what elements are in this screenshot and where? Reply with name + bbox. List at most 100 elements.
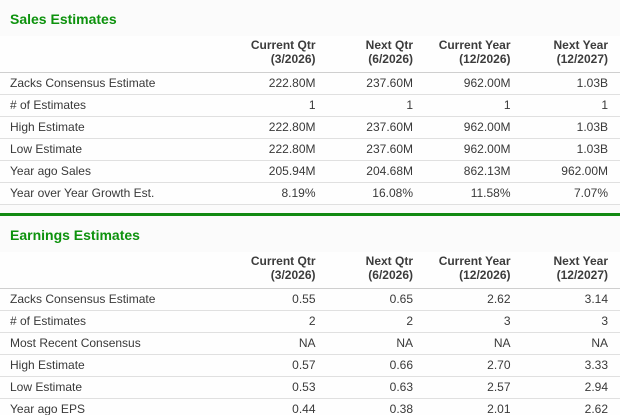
- cell-value: 1.03B: [522, 138, 620, 161]
- cell-value: 0.53: [230, 376, 328, 399]
- cell-value: 11.58%: [425, 182, 523, 205]
- column-header: Current Year (12/2026): [425, 252, 523, 289]
- cell-value: 2.70: [425, 354, 523, 377]
- table-row: Year over Year Growth Est. 8.19% 16.08% 11.…: [0, 182, 620, 205]
- cell-value: NA: [425, 332, 523, 355]
- column-header-period: Current Qtr: [250, 254, 316, 268]
- earnings-estimates-title: Earnings Estimates: [10, 227, 140, 243]
- column-header-period: Current Year: [438, 38, 511, 52]
- cell-value: 237.60M: [327, 116, 425, 139]
- cell-value: 0.63: [327, 376, 425, 399]
- column-header-date: (12/2027): [556, 52, 608, 66]
- column-header-period: Next Qtr: [365, 254, 413, 268]
- column-header: Current Year (12/2026): [425, 36, 523, 73]
- column-header: Next Year (12/2027): [522, 252, 620, 289]
- label-column-header: [0, 36, 230, 73]
- column-header-date: (6/2026): [368, 52, 413, 66]
- table-row: High Estimate 0.57 0.66 2.70 3.33: [0, 354, 620, 377]
- cell-value: 1: [230, 94, 328, 117]
- cell-value: 2: [327, 310, 425, 333]
- table-row: Year ago EPS 0.44 0.38 2.01 2.62: [0, 398, 620, 415]
- row-label: Zacks Consensus Estimate: [0, 288, 230, 311]
- cell-value: 962.00M: [425, 138, 523, 161]
- row-label: Year over Year Growth Est.: [0, 182, 230, 205]
- cell-value: 0.55: [230, 288, 328, 311]
- earnings-estimates-table: Current Qtr (3/2026) Next Qtr (6/2026) Curre…: [0, 252, 620, 415]
- row-label: # of Estimates: [0, 94, 230, 117]
- row-label: Most Recent Consensus: [0, 332, 230, 355]
- sales-estimates-title: Sales Estimates: [10, 11, 117, 27]
- table-row: Zacks Consensus Estimate 222.80M 237.60M 96…: [0, 72, 620, 95]
- cell-value: 8.19%: [230, 182, 328, 205]
- row-label: Year ago EPS: [0, 398, 230, 415]
- column-header-row: Current Qtr (3/2026) Next Qtr (6/2026) Curre…: [0, 252, 620, 289]
- column-header: Current Qtr (3/2026): [230, 36, 328, 73]
- row-label: Zacks Consensus Estimate: [0, 72, 230, 95]
- cell-value: 1: [425, 94, 523, 117]
- cell-value: 16.08%: [327, 182, 425, 205]
- column-header-period: Next Year: [553, 38, 609, 52]
- column-header: Next Year (12/2027): [522, 36, 620, 73]
- sales-estimates-table: Current Qtr (3/2026) Next Qtr (6/2026) Curre…: [0, 36, 620, 205]
- cell-value: 0.57: [230, 354, 328, 377]
- column-header-period: Next Year: [553, 254, 609, 268]
- row-label: Low Estimate: [0, 376, 230, 399]
- label-column-header: [0, 252, 230, 289]
- column-header-date: (6/2026): [368, 268, 413, 282]
- column-header-date: (12/2026): [459, 268, 511, 282]
- row-label: Low Estimate: [0, 138, 230, 161]
- cell-value: 3.33: [522, 354, 620, 377]
- cell-value: 222.80M: [230, 138, 328, 161]
- cell-value: 2.57: [425, 376, 523, 399]
- row-label: Year ago Sales: [0, 160, 230, 183]
- cell-value: 2.94: [522, 376, 620, 399]
- cell-value: 2.62: [522, 398, 620, 415]
- column-header-period: Next Qtr: [365, 38, 413, 52]
- cell-value: 0.38: [327, 398, 425, 415]
- column-header-period: Current Year: [438, 254, 511, 268]
- table-row: # of Estimates 1 1 1 1: [0, 94, 620, 117]
- cell-value: 3.14: [522, 288, 620, 311]
- cell-value: NA: [327, 332, 425, 355]
- cell-value: 205.94M: [230, 160, 328, 183]
- cell-value: 1.03B: [522, 116, 620, 139]
- table-row: Low Estimate 0.53 0.63 2.57 2.94: [0, 376, 620, 399]
- cell-value: 962.00M: [522, 160, 620, 183]
- cell-value: 2.01: [425, 398, 523, 415]
- cell-value: NA: [522, 332, 620, 355]
- cell-value: 1.03B: [522, 72, 620, 95]
- table-row: # of Estimates 2 2 3 3: [0, 310, 620, 333]
- cell-value: 7.07%: [522, 182, 620, 205]
- row-label: High Estimate: [0, 354, 230, 377]
- cell-value: 0.65: [327, 288, 425, 311]
- cell-value: 237.60M: [327, 138, 425, 161]
- cell-value: 0.66: [327, 354, 425, 377]
- cell-value: 3: [425, 310, 523, 333]
- column-header-row: Current Qtr (3/2026) Next Qtr (6/2026) Curre…: [0, 36, 620, 73]
- column-header-date: (12/2027): [556, 268, 608, 282]
- cell-value: NA: [230, 332, 328, 355]
- row-label: High Estimate: [0, 116, 230, 139]
- section-divider: [0, 213, 620, 216]
- earnings-estimates-section: Earnings Estimates Current Qtr (3/2026) Ne…: [0, 216, 620, 415]
- table-row: High Estimate 222.80M 237.60M 962.00M 1.03B: [0, 116, 620, 139]
- table-row: Low Estimate 222.80M 237.60M 962.00M 1.03B: [0, 138, 620, 161]
- cell-value: 222.80M: [230, 116, 328, 139]
- column-header: Current Qtr (3/2026): [230, 252, 328, 289]
- column-header-date: (12/2026): [459, 52, 511, 66]
- cell-value: 237.60M: [327, 72, 425, 95]
- cell-value: 2: [230, 310, 328, 333]
- row-label: # of Estimates: [0, 310, 230, 333]
- table-row: Year ago Sales 205.94M 204.68M 862.13M 962.0…: [0, 160, 620, 183]
- column-header-period: Current Qtr: [250, 38, 316, 52]
- cell-value: 3: [522, 310, 620, 333]
- cell-value: 222.80M: [230, 72, 328, 95]
- column-header: Next Qtr (6/2026): [327, 252, 425, 289]
- cell-value: 1: [522, 94, 620, 117]
- column-header-date: (3/2026): [270, 268, 316, 282]
- sales-estimates-section: Sales Estimates Current Qtr (3/2026) Next …: [0, 0, 620, 205]
- cell-value: 1: [327, 94, 425, 117]
- cell-value: 204.68M: [327, 160, 425, 183]
- column-header-date: (3/2026): [270, 52, 316, 66]
